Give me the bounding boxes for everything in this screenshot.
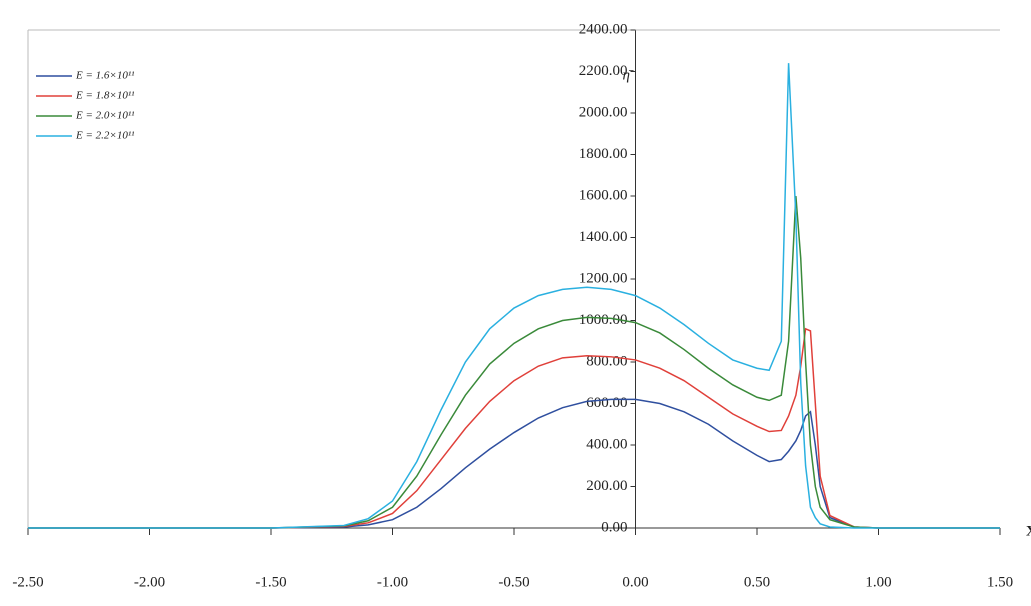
x-tick-label: -2.50 xyxy=(12,574,43,590)
y-tick-label: 2200.00 xyxy=(579,63,628,79)
x-tick-label: -0.50 xyxy=(498,574,529,590)
y-tick-label: 2000.00 xyxy=(579,104,628,120)
y-tick-label: 0.00 xyxy=(601,519,627,535)
series-line xyxy=(28,398,1000,529)
x-tick-label: -1.00 xyxy=(377,574,408,590)
x-tick-label: 0.00 xyxy=(622,574,648,590)
x-axis-label: X xyxy=(1026,523,1031,539)
x-tick-label: -2.00 xyxy=(134,574,165,590)
x-tick-label: 0.50 xyxy=(744,574,770,590)
y-tick-label: 2400.00 xyxy=(579,21,628,37)
y-tick-label: 1200.00 xyxy=(579,270,628,286)
y-tick-label: 400.00 xyxy=(586,436,627,452)
x-tick-label: 1.50 xyxy=(987,574,1013,590)
x-tick-label: -1.50 xyxy=(255,574,286,590)
y-tick-label: 200.00 xyxy=(586,478,627,494)
series-line xyxy=(28,327,1000,529)
legend-label: E = 2.0×10¹¹ xyxy=(75,110,134,122)
legend-label: E = 1.6×10¹¹ xyxy=(75,70,134,82)
legend-label: E = 2.2×10¹¹ xyxy=(75,130,134,142)
y-tick-label: 1400.00 xyxy=(579,229,628,245)
y-tick-label: 1600.00 xyxy=(579,187,628,203)
series-line xyxy=(28,63,1000,529)
series-line xyxy=(28,195,1000,529)
x-tick-label: 1.00 xyxy=(865,574,891,590)
y-tick-label: 1000.00 xyxy=(579,312,628,328)
y-tick-label: 1800.00 xyxy=(579,146,628,162)
legend-label: E = 1.8×10¹¹ xyxy=(75,90,134,102)
y-tick-label: 600.00 xyxy=(586,395,627,411)
y-axis-label: η̄ xyxy=(623,67,634,83)
